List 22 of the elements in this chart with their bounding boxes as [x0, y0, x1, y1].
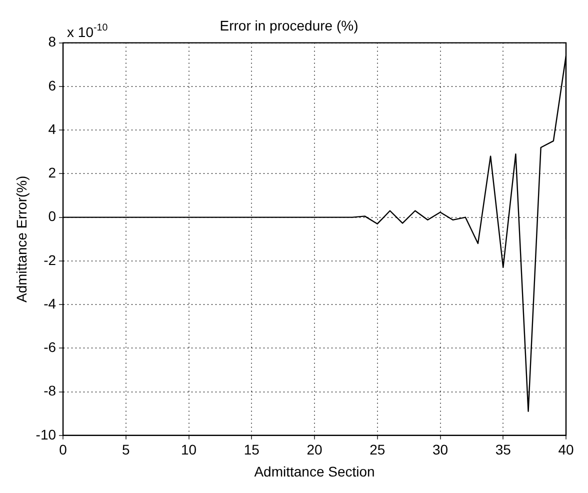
- x-axis-title: Admittance Section: [254, 463, 375, 480]
- y-tick-label: -4: [44, 295, 56, 312]
- x-tick-label: 5: [122, 442, 130, 458]
- y-tick-label: 6: [48, 77, 56, 94]
- x-tick-label: 15: [244, 442, 260, 458]
- y-tick-label: 4: [48, 120, 56, 137]
- y-axis-title: Admittance Error(%): [13, 176, 30, 303]
- x-tick-label: 40: [558, 442, 574, 458]
- y-tick-label: 2: [48, 164, 56, 181]
- y-tick-label: 0: [48, 208, 56, 224]
- x-tick-label: 10: [180, 442, 197, 458]
- x-tick-label: 0: [59, 442, 68, 458]
- x-tick-label: 30: [432, 442, 448, 458]
- x-tick-label: 25: [370, 442, 386, 458]
- y-tick-label: -8: [44, 382, 56, 399]
- chart-title: Error in procedure (%): [220, 17, 358, 34]
- x-tick-label: 20: [306, 442, 323, 458]
- y-tick-label: 8: [48, 34, 56, 50]
- y-tick-label: -10: [36, 426, 56, 442]
- y-tick-label: -2: [44, 252, 56, 268]
- y-tick-label: -6: [44, 339, 56, 356]
- x-tick-label: 35: [495, 442, 512, 458]
